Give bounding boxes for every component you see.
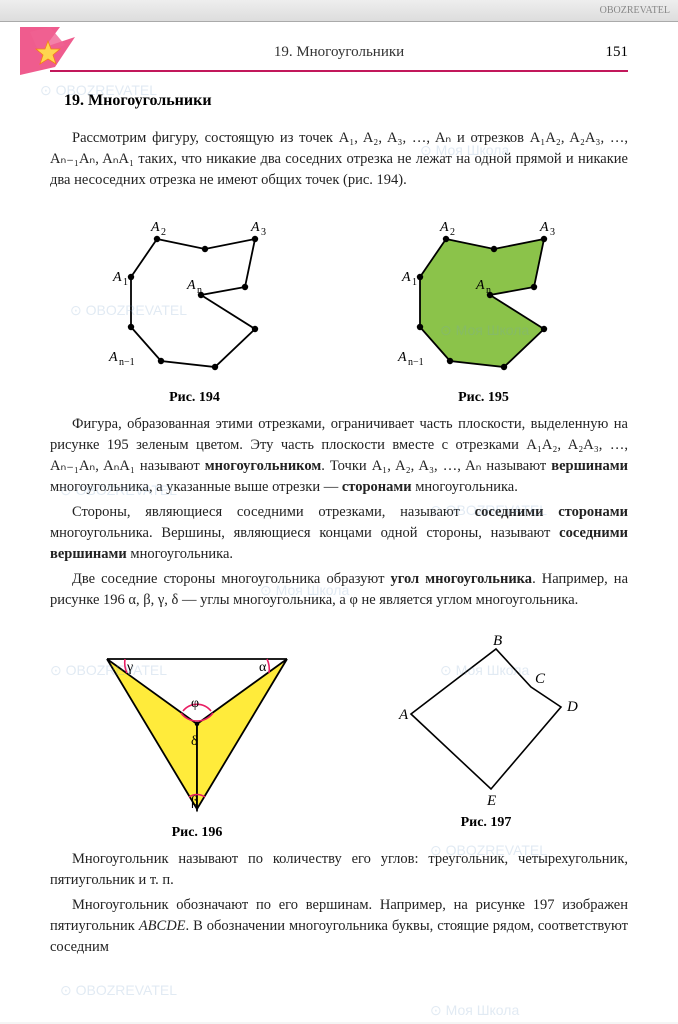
svg-text:3: 3 [550,227,555,238]
paragraph-4: Две соседние стороны многоугольника обра… [50,569,628,611]
paragraph-3: Стороны, являющиеся соседними отрезками,… [50,502,628,565]
chapter-title: 19. Многоугольники [50,32,628,61]
watermark-text: ⊙ OBOZREVATEL [60,982,177,999]
textbook-page: ⊙ OBOZREVATEL⊙ Моя Школа⊙ OBOZREVATEL⊙ М… [0,22,678,1022]
paragraph-5: Многоугольник называют по количеству его… [50,849,628,891]
svg-text:B: B [493,633,502,649]
svg-text:β: β [191,794,198,809]
paragraph-1: Рассмотрим фигуру, состоящую из точек A₁… [50,128,628,191]
logo-corner-graphic [20,27,80,72]
paragraph-2: Фигура, образованная этими отрезками, ог… [50,414,628,498]
svg-text:A: A [401,270,411,285]
figure-row-1: A1 A2 A3 An An−1 Рис. 194 A1 A2 A3 An An… [50,209,628,406]
svg-text:n: n [486,285,491,296]
svg-text:2: 2 [450,227,455,238]
svg-text:A: A [108,350,118,365]
figure-197: A B C D E Рис. 197 [381,629,591,841]
svg-text:n−1: n−1 [119,357,135,368]
fig195-caption: Рис. 195 [384,390,584,406]
figure-195: A1 A2 A3 An An−1 Рис. 195 [384,209,584,406]
browser-chrome-bar: OBOZREVATEL [0,0,678,22]
svg-text:δ: δ [191,734,198,749]
watermark-text: ⊙ Моя Школа [430,1002,519,1019]
svg-text:n: n [197,285,202,296]
svg-text:γ: γ [126,660,133,675]
svg-text:A: A [397,350,407,365]
svg-text:1: 1 [123,277,128,288]
svg-text:1: 1 [412,277,417,288]
svg-text:A: A [439,220,449,235]
paragraph-6: Многоугольник обозначают по его вершинам… [50,895,628,958]
svg-text:A: A [150,220,160,235]
svg-text:3: 3 [261,227,266,238]
svg-text:α: α [259,660,267,675]
svg-text:n−1: n−1 [408,357,424,368]
fig194-caption: Рис. 194 [95,390,295,406]
svg-text:A: A [112,270,122,285]
svg-text:2: 2 [161,227,166,238]
svg-text:C: C [535,671,546,687]
svg-text:A: A [539,220,549,235]
browser-right-text: OBOZREVATEL [600,5,670,16]
page-number: 151 [606,44,629,61]
page-header: 19. Многоугольники 151 [50,32,628,72]
fig196-caption: Рис. 196 [87,825,307,841]
figure-194: A1 A2 A3 An An−1 Рис. 194 [95,209,295,406]
svg-text:φ: φ [191,696,199,711]
section-heading: 19. Многоугольники [64,92,628,110]
figure-row-2: γ α β δ φ Рис. 196 A B C D E Рис. 197 [50,629,628,841]
svg-text:A: A [250,220,260,235]
svg-text:D: D [566,699,578,715]
svg-text:A: A [186,278,196,293]
svg-text:A: A [475,278,485,293]
svg-text:A: A [398,707,409,723]
figure-196: γ α β δ φ Рис. 196 [87,629,307,841]
svg-text:E: E [486,793,496,809]
fig197-caption: Рис. 197 [381,815,591,831]
